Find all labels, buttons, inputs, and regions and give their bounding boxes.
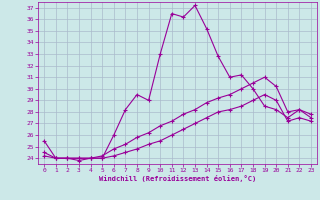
X-axis label: Windchill (Refroidissement éolien,°C): Windchill (Refroidissement éolien,°C) <box>99 175 256 182</box>
